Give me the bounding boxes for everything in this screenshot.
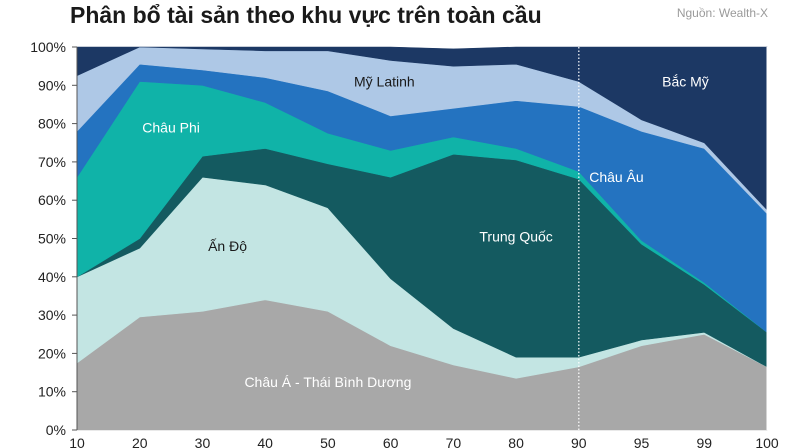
y-tick-label: 70%	[38, 154, 66, 170]
x-tick-label: 30	[195, 435, 211, 448]
y-tick-label: 50%	[38, 231, 66, 247]
y-tick-label: 100%	[30, 39, 66, 55]
series-label: Châu Phi	[142, 119, 200, 135]
series-label: Ấn Độ	[208, 238, 247, 254]
y-tick-label: 80%	[38, 116, 66, 132]
x-tick-label: 40	[257, 435, 273, 448]
y-tick-label: 30%	[38, 307, 66, 323]
x-tick-label: 100	[755, 435, 779, 448]
y-tick-label: 20%	[38, 345, 66, 361]
series-label: Châu Âu	[589, 169, 643, 185]
chart-title: Phân bổ tài sản theo khu vực trên toàn c…	[70, 2, 542, 28]
series-label: Châu Á - Thái Bình Dương	[244, 374, 411, 390]
x-axis: 10 20 30 40 50 60 70 80 90 95 99 100	[69, 435, 779, 448]
series-label: Trung Quốc	[479, 229, 552, 245]
x-tick-label: 50	[320, 435, 336, 448]
x-tick-label: 20	[132, 435, 148, 448]
series-labels: Châu Á - Thái Bình Dương Ấn Độ Trung Quốc C…	[142, 73, 709, 390]
y-tick-label: 40%	[38, 269, 66, 285]
y-tick-label: 60%	[38, 192, 66, 208]
x-tick-label: 95	[634, 435, 650, 448]
y-tick-label: 10%	[38, 384, 66, 400]
chart-overlay	[578, 47, 768, 430]
y-axis: 0% 10% 20% 30% 40% 50% 60% 70% 80% 90% 100%	[30, 39, 78, 438]
x-tick-label: 70	[446, 435, 462, 448]
x-tick-label: 60	[383, 435, 399, 448]
area-layers	[76, 46, 768, 431]
x-tick-label: 80	[508, 435, 524, 448]
series-label: Bắc Mỹ	[662, 73, 709, 89]
y-tick-label: 0%	[46, 422, 66, 438]
x-tick-label: 10	[69, 435, 85, 448]
series-label: Mỹ Latinh	[354, 73, 415, 89]
y-tick-label: 90%	[38, 77, 66, 93]
x-tick-label: 99	[696, 435, 712, 448]
source-note: Nguồn: Wealth-X	[676, 6, 768, 20]
x-tick-label: 90	[571, 435, 587, 448]
